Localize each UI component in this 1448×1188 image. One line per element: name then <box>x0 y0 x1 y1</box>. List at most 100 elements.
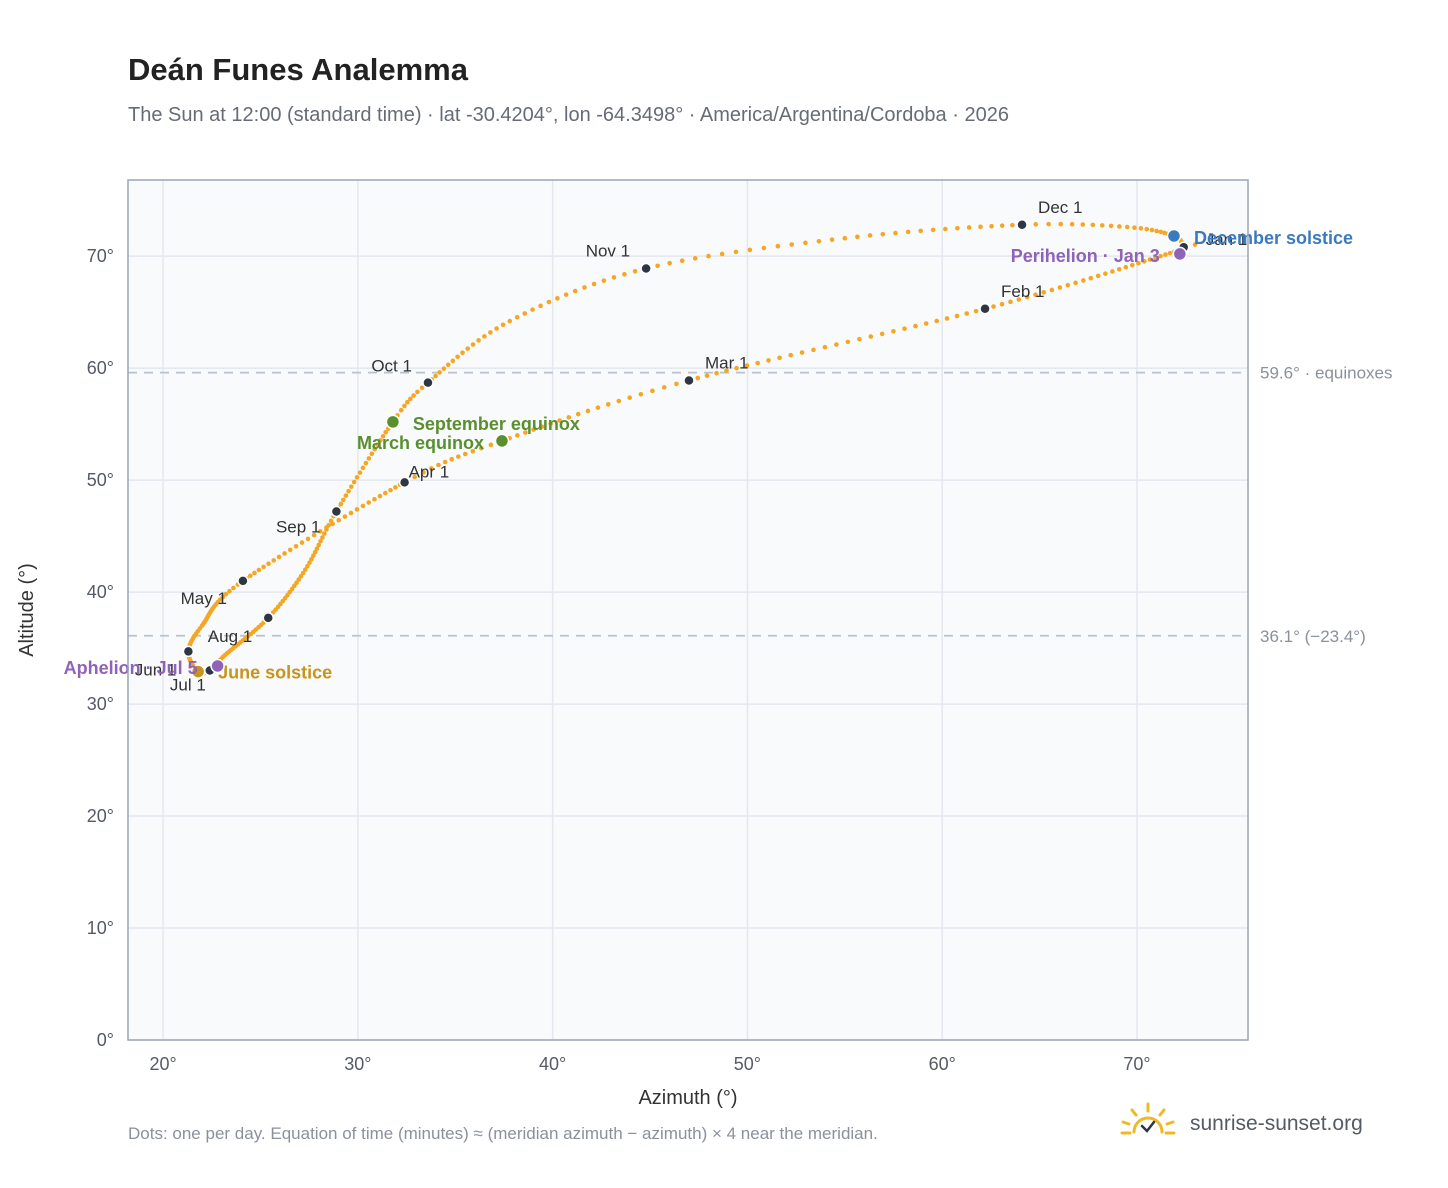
month-label: Jan 1 <box>1206 230 1248 249</box>
day-dot <box>515 433 520 438</box>
day-dot <box>282 551 287 556</box>
day-dot <box>266 561 271 567</box>
y-tick-label: 10° <box>87 918 114 938</box>
month-dot <box>640 262 652 275</box>
june-solstice-marker <box>190 664 206 679</box>
day-dot <box>1144 226 1150 232</box>
day-dot <box>412 474 417 480</box>
day-dot <box>450 358 456 364</box>
day-dot <box>734 365 739 371</box>
day-dot <box>655 263 660 269</box>
day-dot <box>324 527 329 532</box>
day-dot <box>312 549 318 555</box>
day-dot <box>572 288 578 294</box>
day-dot <box>719 251 725 257</box>
plot-area <box>128 180 1248 1040</box>
day-dot <box>585 408 591 414</box>
day-dot <box>918 228 924 234</box>
day-dot <box>714 370 719 376</box>
day-dot <box>388 487 393 493</box>
day-dot <box>755 360 760 366</box>
day-dot <box>500 322 506 328</box>
day-dot <box>595 405 601 410</box>
apsis-marker <box>1172 246 1188 262</box>
day-dot <box>1033 222 1039 227</box>
day-dot <box>256 567 262 573</box>
day-dot <box>555 296 560 301</box>
day-dot <box>402 403 407 409</box>
day-dot <box>342 514 348 519</box>
day-dot <box>360 503 366 509</box>
apsis-marker <box>210 658 225 674</box>
day-dot <box>934 318 940 324</box>
x-tick-label: 50° <box>734 1054 761 1074</box>
y-tick-label: 60° <box>87 358 114 378</box>
month-label: Apr 1 <box>409 462 450 481</box>
day-dot <box>429 466 434 471</box>
month-dot <box>979 303 991 315</box>
month-dot <box>683 374 695 387</box>
day-dot <box>822 344 828 350</box>
day-dot <box>1192 242 1198 247</box>
day-dot <box>944 316 950 321</box>
day-dot <box>488 442 494 448</box>
day-dot <box>1046 221 1051 227</box>
day-dot <box>1116 267 1122 272</box>
day-dot <box>999 223 1005 228</box>
day-dot <box>354 475 360 480</box>
event-label: December solstice <box>1194 228 1353 248</box>
day-dot <box>601 278 607 283</box>
day-dot <box>1010 222 1015 228</box>
day-dot <box>978 224 983 230</box>
day-dot <box>999 301 1005 307</box>
day-dot <box>868 334 874 339</box>
day-dot <box>1080 222 1086 227</box>
day-dot <box>287 547 293 553</box>
day-dot <box>1163 252 1168 257</box>
day-dot <box>1073 280 1078 286</box>
day-dot <box>1080 278 1086 283</box>
day-dot <box>437 370 442 375</box>
day-dot <box>411 393 416 398</box>
y-axis-title: Altitude (°) <box>16 563 38 657</box>
day-dot <box>1108 223 1114 229</box>
day-dot <box>692 256 698 261</box>
day-dot <box>1041 290 1047 295</box>
day-dot <box>372 496 377 502</box>
day-dot <box>1124 224 1130 230</box>
day-dot <box>436 462 441 468</box>
month-label: Dec 1 <box>1038 198 1082 217</box>
day-dot <box>1129 262 1135 268</box>
day-dot <box>349 484 354 489</box>
month-label: Mar 1 <box>705 353 748 372</box>
day-dot <box>445 362 451 368</box>
day-dot <box>383 430 389 435</box>
y-tick-label: 40° <box>87 582 114 602</box>
month-dot <box>237 575 249 587</box>
day-dot <box>470 342 476 347</box>
day-dot <box>462 451 468 457</box>
day-dot <box>470 448 476 454</box>
equinox-marker <box>385 414 401 430</box>
day-dot <box>891 328 896 334</box>
day-dot <box>563 292 569 297</box>
day-dot <box>724 368 729 373</box>
equinox-marker <box>494 433 510 449</box>
day-dot <box>761 245 767 251</box>
day-dot <box>433 373 438 379</box>
day-dot <box>954 313 960 319</box>
brand-logo[interactable]: sunrise-sunset.org <box>1120 1100 1420 1150</box>
day-dot <box>627 395 632 400</box>
day-dot <box>803 240 808 246</box>
day-dot <box>261 564 266 570</box>
day-dot <box>905 229 911 235</box>
month-dot <box>330 505 343 518</box>
day-dot <box>661 385 667 390</box>
day-dot <box>973 308 979 314</box>
day-dot <box>1016 297 1022 302</box>
day-dot <box>1123 264 1129 270</box>
day-dot <box>811 347 816 353</box>
event-label: Perihelion · Jan 3 <box>1011 246 1160 266</box>
